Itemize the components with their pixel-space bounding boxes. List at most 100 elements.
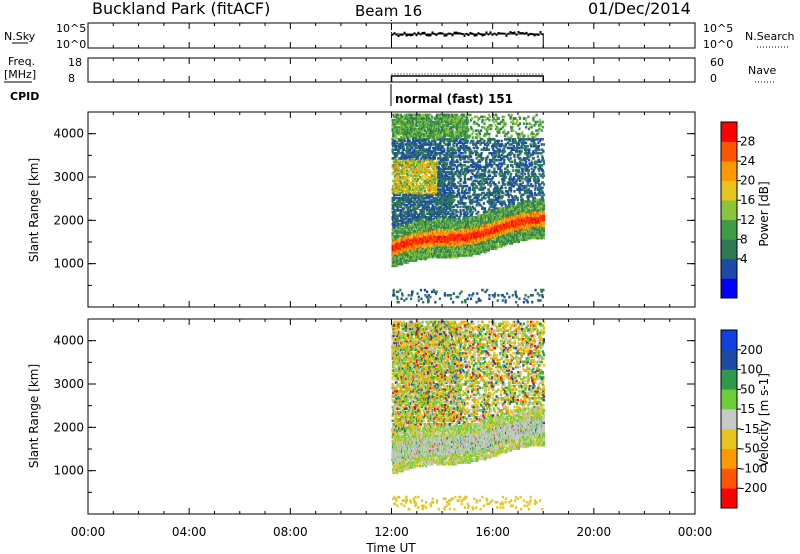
power-cell [403,299,406,302]
power-cell [404,226,407,229]
power-cell [404,233,407,236]
power-cell [408,259,411,262]
nsky-point [509,31,512,34]
power-cell [409,297,413,301]
power-cell [392,136,395,139]
power-cell [406,229,409,233]
nsky-point [495,33,498,36]
power-cell [396,264,399,268]
power-cell [397,222,400,226]
power-cell [402,122,405,125]
power-cell [403,214,406,217]
power-cell [403,122,406,125]
power-cell [397,150,400,153]
power-cell [403,134,406,138]
power-cell [407,150,410,153]
power-cell [402,169,405,172]
power-cell [393,162,396,165]
power-cell [411,292,414,295]
power-cell [402,144,405,148]
power-cell [409,205,412,209]
nave-tick-top: 60 [710,56,724,69]
date-title: 01/Dec/2014 [588,0,691,18]
power-cell [415,143,418,146]
power-cell [405,132,408,136]
power-cell [444,167,448,171]
power-cell [396,193,399,197]
power-cell [452,292,455,295]
power-cell [459,212,463,216]
power-cell [393,181,396,184]
power-cell [398,196,401,200]
power-cell [392,196,395,200]
power-cell [394,224,397,228]
power-cell [407,179,410,183]
nsky-point [423,31,426,34]
power-cell [397,167,400,171]
power-cell [456,210,459,214]
power-cell [394,174,397,177]
power-cell [403,158,406,162]
cpid-label: CPID [10,90,39,103]
power-cell [403,136,406,139]
power-cell [396,262,399,266]
power-cell [396,200,399,203]
power-cell [451,129,454,132]
power-cell [403,255,406,259]
power-cell [403,231,406,235]
power-cell [464,299,467,302]
power-cell [452,300,455,304]
power-cell [410,164,413,167]
power-cell [406,177,409,181]
nsky-point [465,32,468,35]
power-cell [394,146,397,150]
power-cell [410,200,413,203]
power-cell [404,162,408,165]
power-cell [391,259,394,262]
power-cell [419,288,423,292]
power-cell [401,153,404,157]
power-cell [403,207,406,210]
nsky-point [421,31,424,34]
power-cell [392,222,395,226]
power-cell [401,198,404,202]
power-cell [396,184,399,188]
nsky-point [475,34,478,37]
power-cell [404,257,408,261]
power-cell [404,191,408,195]
power-cell [401,164,404,167]
power-cell [400,203,403,207]
power-cell [399,144,402,148]
power-cell [393,226,396,229]
power-cell [461,164,464,167]
power-cell [407,294,410,297]
power-cell [392,292,395,295]
power-cell [399,179,402,183]
power-cell [404,160,408,164]
nsky-point [399,33,402,36]
power-cell [423,210,426,214]
power-cell [457,188,460,191]
power-cell [399,176,402,179]
power-cell [409,148,412,151]
power-cell [392,118,395,122]
power-cell [409,113,413,117]
power-cell [446,162,449,165]
power-cell [396,127,399,131]
power-cell [397,169,400,172]
power-cell [407,138,410,141]
nsky-point [523,32,526,35]
power-cell [403,148,406,151]
power-cell [403,217,406,221]
power-cell [393,222,396,226]
power-cell [408,160,411,164]
power-cell [409,141,413,145]
power-cell [393,153,396,157]
power-cell [407,195,410,198]
power-cell [403,198,406,202]
nsky-point [469,31,472,34]
power-cell [410,125,413,129]
nsky-point [393,32,396,35]
power-cell [397,177,400,181]
power-cell [443,148,446,151]
